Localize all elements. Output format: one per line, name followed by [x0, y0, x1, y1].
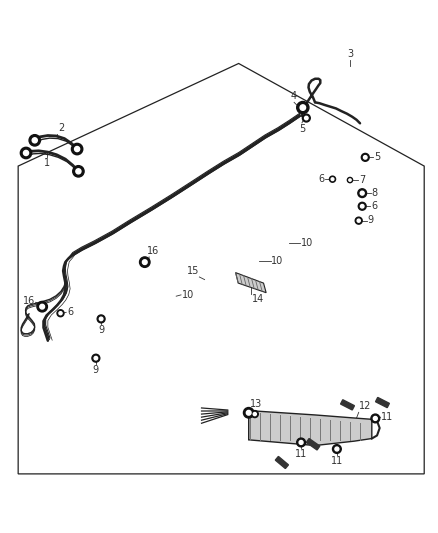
Circle shape	[40, 304, 45, 309]
Text: 15: 15	[187, 266, 199, 276]
Circle shape	[300, 105, 306, 110]
Circle shape	[251, 410, 258, 417]
Text: 11: 11	[381, 412, 394, 422]
Circle shape	[332, 445, 341, 454]
Circle shape	[297, 101, 309, 114]
Text: 16: 16	[147, 246, 159, 256]
Bar	[375, 398, 389, 408]
Text: 6: 6	[371, 201, 377, 211]
Circle shape	[99, 317, 103, 321]
Circle shape	[358, 189, 367, 198]
Circle shape	[361, 154, 369, 161]
Circle shape	[329, 176, 336, 182]
Text: 14: 14	[252, 294, 265, 304]
Circle shape	[142, 260, 147, 264]
Circle shape	[373, 416, 377, 421]
Text: 12: 12	[359, 401, 371, 411]
Circle shape	[302, 114, 310, 122]
Bar	[341, 400, 354, 410]
Text: 13: 13	[250, 399, 262, 409]
Circle shape	[299, 440, 303, 445]
Polygon shape	[236, 272, 266, 293]
Circle shape	[347, 177, 353, 183]
Text: 3: 3	[347, 49, 353, 59]
Circle shape	[59, 312, 62, 315]
Polygon shape	[249, 410, 372, 446]
Circle shape	[358, 203, 366, 210]
Text: 11: 11	[295, 449, 307, 458]
Text: 10: 10	[272, 256, 284, 266]
Bar	[276, 456, 289, 469]
Text: 9: 9	[367, 215, 374, 225]
Circle shape	[140, 257, 150, 268]
Circle shape	[32, 138, 37, 143]
Text: 8: 8	[371, 188, 377, 198]
Circle shape	[304, 116, 308, 120]
Circle shape	[73, 166, 84, 177]
Text: 5: 5	[299, 124, 305, 134]
Circle shape	[360, 191, 364, 195]
Text: 2: 2	[58, 123, 64, 133]
Circle shape	[371, 414, 380, 423]
Text: 10: 10	[301, 238, 313, 248]
Circle shape	[97, 315, 105, 323]
Bar	[306, 439, 320, 450]
Circle shape	[71, 143, 83, 155]
Text: 1: 1	[43, 158, 49, 168]
Text: 16: 16	[22, 296, 35, 306]
Circle shape	[94, 357, 98, 360]
Circle shape	[57, 310, 64, 317]
Text: 6: 6	[67, 308, 73, 317]
Circle shape	[360, 205, 364, 208]
Text: 7: 7	[359, 175, 365, 185]
Circle shape	[357, 219, 360, 222]
Circle shape	[331, 178, 334, 181]
Text: 4: 4	[291, 92, 297, 101]
Circle shape	[253, 413, 256, 416]
Circle shape	[246, 410, 251, 415]
Text: 5: 5	[374, 152, 380, 162]
Circle shape	[24, 150, 28, 156]
Circle shape	[92, 354, 100, 362]
Circle shape	[364, 156, 367, 159]
Text: 11: 11	[331, 456, 343, 465]
Circle shape	[20, 147, 32, 159]
Circle shape	[29, 135, 40, 146]
Circle shape	[74, 147, 80, 151]
Circle shape	[355, 217, 362, 224]
Circle shape	[37, 302, 47, 312]
Text: 9: 9	[93, 365, 99, 375]
Circle shape	[297, 438, 305, 447]
Text: 10: 10	[182, 290, 194, 300]
Circle shape	[244, 408, 254, 418]
Circle shape	[76, 169, 81, 174]
Circle shape	[335, 447, 339, 451]
Text: 9: 9	[98, 325, 104, 335]
Circle shape	[349, 179, 351, 181]
Text: 6: 6	[318, 174, 325, 184]
